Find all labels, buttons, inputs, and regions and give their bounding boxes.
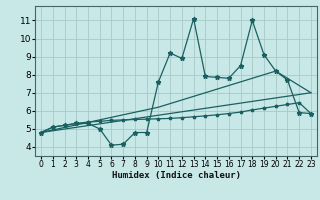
X-axis label: Humidex (Indice chaleur): Humidex (Indice chaleur)	[111, 171, 241, 180]
